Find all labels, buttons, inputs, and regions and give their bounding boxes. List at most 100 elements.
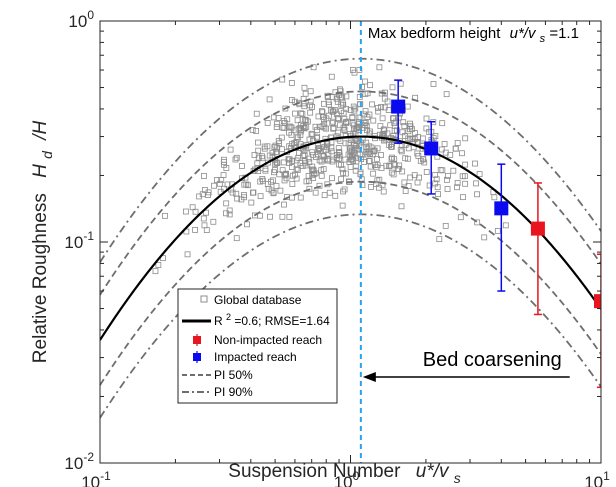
global-database-point [384, 130, 391, 137]
global-database-point [273, 149, 279, 155]
y-axis-label: Relative Roughness H d /H [30, 121, 57, 364]
global-database-point [233, 154, 240, 161]
global-database-point [435, 191, 442, 198]
global-database-point [296, 99, 302, 106]
global-database-point [476, 171, 483, 178]
global-database-point [452, 145, 459, 152]
global-database-point [275, 115, 282, 121]
global-database-point [454, 179, 461, 186]
y-tick-label: 10-1 [64, 229, 94, 252]
legend-square-icon [200, 295, 208, 303]
global-database-point [363, 122, 370, 129]
global-database-point [216, 180, 223, 187]
global-database-point [326, 189, 333, 196]
global-database-point [301, 103, 308, 110]
global-database-point [335, 145, 342, 152]
global-database-point [304, 118, 311, 125]
global-database-point [259, 153, 265, 160]
global-database-point [273, 159, 280, 166]
global-database-point [342, 170, 349, 177]
legend-label-fit-post: =0.6; RMSE=1.64 [234, 314, 330, 328]
global-database-point [401, 179, 408, 186]
global-database-point [274, 150, 280, 157]
global-database-point [421, 159, 428, 166]
global-database-point [262, 167, 269, 174]
global-database-point [341, 126, 348, 133]
fit-curves [100, 57, 601, 419]
global-database-point [494, 228, 501, 234]
legend-label-fit-sup: 2 [226, 312, 231, 322]
global-database-point [433, 176, 440, 183]
global-database-point [423, 169, 430, 175]
global-database-point [340, 124, 347, 131]
global-database-point [221, 161, 227, 168]
global-database-point [307, 109, 314, 116]
global-database-point [278, 134, 285, 141]
y-tick-label-exp: -1 [83, 229, 94, 243]
global-database-point [379, 115, 386, 122]
legend-item-non-impacted: Non-impacted reach [193, 333, 322, 347]
global-database-point [184, 251, 191, 258]
global-database-point [423, 125, 430, 132]
global-database-point [292, 127, 299, 134]
global-database-point [362, 91, 369, 97]
global-database-point [335, 116, 342, 123]
global-database-point [288, 80, 295, 86]
global-database-point [315, 113, 322, 120]
global-database-point [271, 169, 277, 176]
global-database-point [359, 84, 365, 90]
global-database-point [502, 222, 509, 229]
global-database-point [321, 124, 328, 131]
global-database-point [430, 81, 437, 87]
global-database-point [291, 140, 298, 147]
global-database-point [254, 160, 261, 167]
global-database-point [310, 151, 316, 158]
global-database-point [462, 180, 469, 187]
global-database-point [294, 167, 301, 173]
global-database-point [390, 115, 396, 122]
global-database-point [201, 187, 208, 193]
global-database-point [270, 114, 277, 121]
global-database-point [340, 188, 347, 195]
global-database-point [420, 156, 427, 163]
global-database-point [454, 184, 460, 191]
global-database-point [253, 110, 260, 117]
legend-label-global: Global database [214, 293, 302, 307]
global-database-point [211, 182, 217, 189]
y-tick-label: 100 [68, 8, 94, 31]
y-axis-label-sub: d [39, 150, 55, 159]
global-database-point [367, 163, 374, 170]
global-database-point [301, 152, 308, 158]
global-database-point [445, 172, 451, 179]
global-database-point [354, 138, 360, 145]
global-database-point [286, 213, 293, 220]
global-database-point [310, 167, 317, 174]
global-database-point [297, 194, 304, 201]
global-database-point [351, 107, 358, 114]
global-database-point [210, 218, 217, 225]
global-database-point [283, 170, 289, 177]
global-database-point [308, 130, 315, 137]
global-database-point [318, 108, 325, 115]
global-database-point [299, 111, 306, 117]
global-database-point [255, 147, 262, 154]
global-database-point [203, 209, 209, 216]
global-database-point [320, 153, 327, 160]
global-database-point [367, 82, 374, 89]
global-database-point [350, 103, 357, 110]
global-database-point [404, 103, 411, 110]
global-database-point [303, 178, 310, 185]
global-database-point [389, 84, 396, 91]
global-database-point [356, 94, 363, 100]
global-database-scatter [152, 64, 509, 275]
global-database-point [380, 126, 387, 133]
global-database-point [347, 107, 354, 114]
legend-square-red-icon [193, 336, 201, 344]
x-tick-label-base: 10 [584, 473, 603, 487]
global-database-point [442, 222, 449, 229]
global-database-point [329, 94, 336, 100]
global-database-point [363, 143, 370, 150]
global-database-point [277, 187, 284, 194]
global-database-point [257, 193, 264, 200]
global-database-point [330, 156, 337, 163]
